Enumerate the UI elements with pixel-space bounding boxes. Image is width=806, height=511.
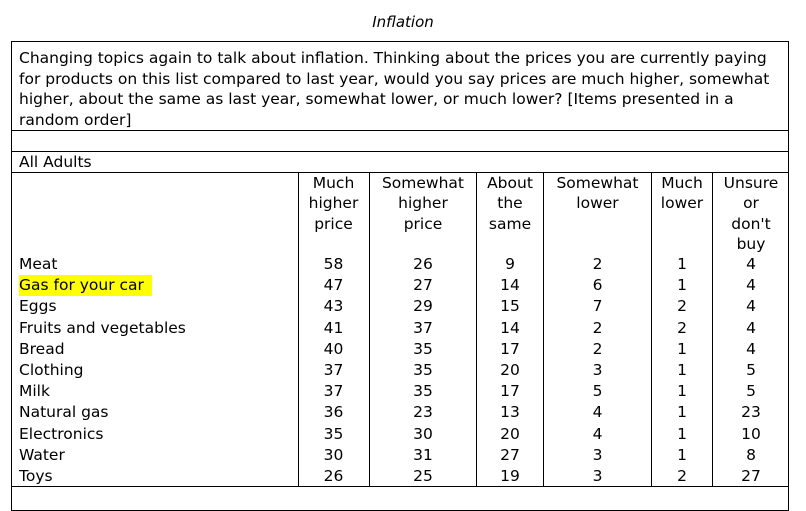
column-header: Much lower [660, 174, 704, 213]
table-cell: 58 [323, 255, 344, 273]
table-cell: 37 [413, 318, 433, 337]
table-cell: 27 [500, 445, 520, 464]
table-cell: 15 [500, 297, 520, 316]
table-cell: 10 [741, 424, 761, 443]
table-cell: 20 [500, 424, 520, 443]
row-label: Milk [19, 382, 50, 401]
divider [11, 172, 789, 173]
table-cell: 14 [500, 318, 520, 337]
table-cell: 31 [413, 445, 433, 464]
row-label: Toys [19, 467, 53, 485]
divider [11, 486, 789, 487]
table-cell: 4 [746, 339, 756, 358]
column-divider [476, 172, 477, 487]
table-cell: 23 [413, 403, 433, 422]
table-cell: 1 [677, 445, 687, 464]
table-cell: 23 [741, 403, 761, 422]
table-cell: 35 [413, 339, 433, 358]
table-cell: 26 [413, 255, 433, 273]
column-header: Somewhat lower [556, 174, 639, 213]
table-cell: 1 [677, 339, 687, 358]
column-divider [298, 172, 299, 487]
table-cell: 5 [746, 361, 756, 379]
table-cell: 4 [746, 318, 756, 337]
table-cell: 6 [592, 276, 603, 295]
table-cell: 1 [677, 361, 687, 379]
table-cell: 26 [323, 467, 344, 485]
table-cell: 1 [677, 424, 687, 443]
table-cell: 35 [323, 424, 344, 443]
question-text: Changing topics again to talk about infl… [19, 49, 770, 129]
table-title: Inflation [372, 13, 434, 31]
table-cell: 4 [746, 255, 756, 273]
table-cell: 47 [323, 276, 344, 295]
table-cell: 9 [505, 255, 515, 273]
table-cell: 36 [323, 403, 344, 422]
table-cell: 17 [500, 382, 520, 401]
table-cell: 3 [592, 445, 603, 464]
table-cell: 35 [413, 361, 433, 379]
group-label: All Adults [19, 153, 92, 171]
table-cell: 27 [741, 467, 761, 485]
column-divider [651, 172, 652, 487]
table-cell: 35 [413, 382, 433, 401]
table-cell: 27 [413, 276, 433, 295]
table-cell: 30 [323, 445, 344, 464]
row-label: Fruits and vegetables [19, 318, 186, 337]
table-cell: 19 [500, 467, 520, 485]
table-cell: 14 [500, 276, 520, 295]
row-label: Eggs [19, 297, 57, 316]
table-cell: 41 [323, 318, 344, 337]
row-label: Natural gas [19, 403, 109, 422]
table-cell: 3 [592, 467, 603, 485]
divider [11, 151, 789, 152]
column-header: About the same [487, 174, 533, 233]
table-cell: 13 [500, 403, 520, 422]
row-label: Electronics [19, 424, 104, 443]
row-label: Bread [19, 339, 65, 358]
table-cell: 5 [746, 382, 756, 401]
divider [11, 130, 789, 131]
column-header: Somewhat higher price [381, 174, 465, 233]
table-cell: 1 [677, 382, 687, 401]
table-cell: 4 [746, 297, 756, 316]
table-cell: 4 [592, 424, 603, 443]
table-cell: 2 [592, 339, 603, 358]
table-cell: 8 [746, 445, 756, 464]
column-divider [712, 172, 713, 487]
table-cell: 37 [323, 361, 344, 379]
column-header: Much higher price [308, 174, 359, 233]
table-cell: 4 [746, 276, 756, 295]
table-cell: 37 [323, 382, 344, 401]
row-label: Water [19, 445, 65, 464]
table-cell: 30 [413, 424, 433, 443]
table-cell: 40 [323, 339, 344, 358]
table-cell: 5 [592, 382, 603, 401]
table-cell: 20 [500, 361, 520, 379]
row-label: Clothing [19, 361, 84, 379]
table-cell: 29 [413, 297, 433, 316]
table-cell: 43 [323, 297, 344, 316]
column-divider [369, 172, 370, 487]
table-cell: 1 [677, 276, 687, 295]
table-cell: 3 [592, 361, 603, 379]
table-cell: 1 [677, 255, 687, 273]
table-cell: 2 [592, 255, 603, 273]
table-cell: 25 [413, 467, 433, 485]
column-divider [543, 172, 544, 487]
table-cell: 2 [592, 318, 603, 337]
row-label: Meat [19, 255, 58, 273]
column-header: Unsure or don't buy [723, 174, 779, 253]
row-label: Gas for your car [19, 275, 152, 297]
table-cell: 4 [592, 403, 603, 422]
table-cell: 2 [677, 318, 687, 337]
table-cell: 1 [677, 403, 687, 422]
table-cell: 2 [677, 467, 687, 485]
table-cell: 17 [500, 339, 520, 358]
table-cell: 7 [592, 297, 603, 316]
table-cell: 2 [677, 297, 687, 316]
